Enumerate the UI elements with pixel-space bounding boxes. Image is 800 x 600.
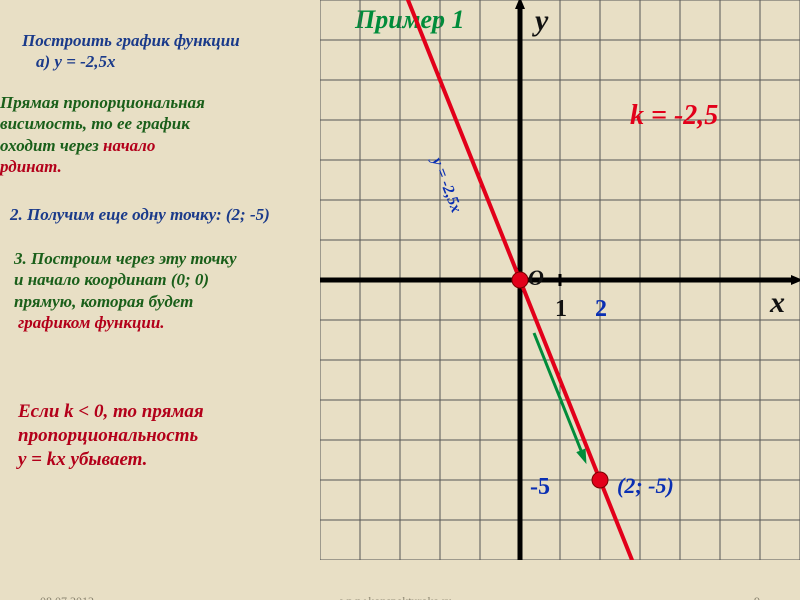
y-axis-label: у xyxy=(535,2,548,40)
axes xyxy=(320,6,794,560)
x-axis-label: х xyxy=(770,284,785,322)
task-line1: Построить график функции xyxy=(22,30,240,51)
step3-l3: прямую, которая будет xyxy=(14,291,237,312)
concl-l3: y = kx убывает. xyxy=(18,448,204,472)
task-line2: а) у = -2,5х xyxy=(22,51,240,72)
step1-l3-red: начало xyxy=(103,136,155,155)
direction-arrow xyxy=(534,333,582,453)
step2-text: 2. Получим еще одну точку: (2; -5) xyxy=(10,204,270,225)
tick-1-label: 1 xyxy=(555,294,567,324)
conclusion-text: Если k < 0, то прямая пропорциональность… xyxy=(18,400,204,471)
graph-canvas xyxy=(320,0,800,560)
step1-l2: висимость, то ее график xyxy=(0,113,205,134)
step1-l4: рдинат. xyxy=(0,156,205,177)
footer-site: www.konspekturoka.ru xyxy=(340,594,452,600)
origin-label: О xyxy=(528,264,544,292)
tick-minus5-label: -5 xyxy=(530,472,550,502)
step3-l4: графиком функции. xyxy=(14,312,237,333)
footer-date: 08.07.2012 xyxy=(40,594,94,600)
step3-text: 3. Построим через эту точку и начало коо… xyxy=(14,248,237,333)
k-label: k = -2,5 xyxy=(630,98,718,133)
step1-l3wrap: оходит через начало xyxy=(0,135,205,156)
task-text: Построить график функции а) у = -2,5х xyxy=(22,30,240,73)
point-label: (2; -5) xyxy=(617,472,674,500)
tick-2-label: 2 xyxy=(595,294,607,324)
step3-l1: 3. Построим через эту точку xyxy=(14,248,237,269)
concl-l2: пропорциональность xyxy=(18,424,204,448)
footer-page: 9 xyxy=(754,594,760,600)
concl-l1: Если k < 0, то прямая xyxy=(18,400,204,424)
step1-l1: Прямая пропорциональная xyxy=(0,92,205,113)
step3-l2: и начало координат (0; 0) xyxy=(14,269,237,290)
step1-text: Прямая пропорциональная висимость, то ее… xyxy=(0,92,205,177)
step1-l3: оходит через xyxy=(0,136,103,155)
